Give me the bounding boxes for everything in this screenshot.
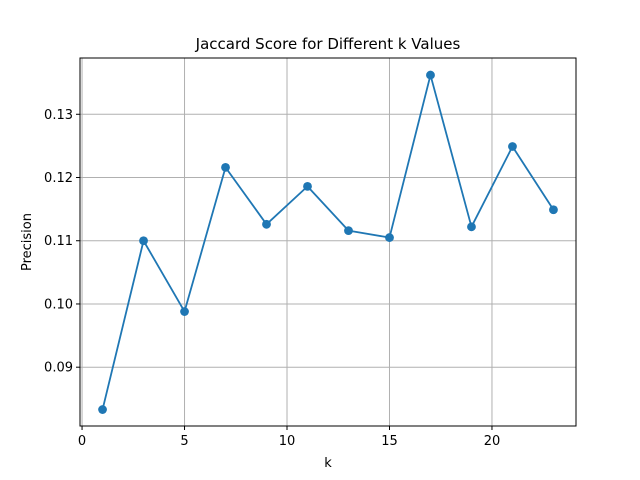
data-point bbox=[426, 70, 435, 80]
y-tick-label: 0.09 bbox=[44, 361, 73, 376]
axis-ticks: 0 5 10 15 20 0.09 0.10 0.11 0.12 0.13 bbox=[44, 108, 500, 449]
grid-lines bbox=[80, 58, 576, 426]
data-point bbox=[467, 222, 476, 232]
data-point bbox=[508, 142, 517, 151]
x-tick-label: 5 bbox=[180, 434, 188, 449]
y-tick-label: 0.10 bbox=[44, 297, 73, 312]
data-point bbox=[385, 233, 394, 242]
y-tick-label: 0.11 bbox=[44, 234, 73, 249]
data-point bbox=[98, 405, 107, 414]
x-axis-title: k bbox=[324, 456, 332, 471]
x-tick-label: 0 bbox=[78, 434, 86, 449]
data-point bbox=[262, 219, 271, 229]
y-tick-label: 0.13 bbox=[44, 108, 73, 123]
data-point bbox=[303, 181, 312, 191]
chart-title: Jaccard Score for Different k Values bbox=[195, 35, 461, 53]
data-point bbox=[139, 236, 148, 246]
x-tick-label: 20 bbox=[484, 434, 501, 449]
x-tick-label: 10 bbox=[279, 434, 296, 449]
y-tick-label: 0.12 bbox=[44, 171, 73, 186]
data-point bbox=[344, 226, 353, 236]
data-series bbox=[98, 70, 558, 414]
plot-frame bbox=[79, 57, 577, 427]
data-point bbox=[221, 162, 230, 172]
y-axis-title: Precision bbox=[20, 213, 35, 271]
series-line bbox=[101, 74, 555, 410]
data-point bbox=[180, 307, 189, 316]
x-tick-label: 15 bbox=[381, 434, 398, 449]
data-point bbox=[549, 205, 558, 215]
